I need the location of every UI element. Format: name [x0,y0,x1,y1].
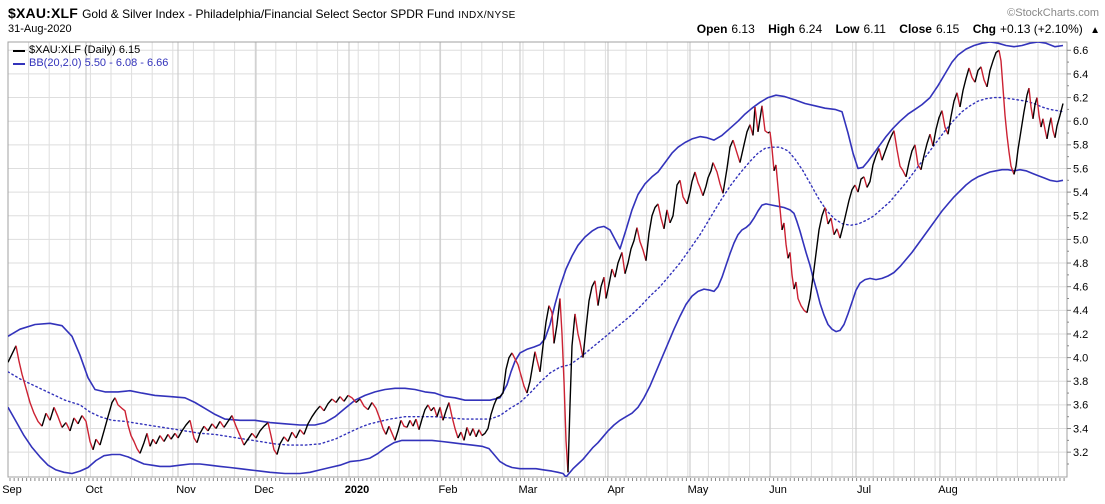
svg-text:5.4: 5.4 [1073,187,1088,199]
low-label: Low [835,22,860,36]
svg-text:6.4: 6.4 [1073,69,1088,81]
svg-text:Mar: Mar [519,484,538,496]
svg-text:6.0: 6.0 [1073,116,1088,128]
symbol-description: Gold & Silver Index - Philadelphia/Finan… [82,7,455,21]
plot-frame [7,41,1068,478]
svg-text:4.2: 4.2 [1073,329,1088,341]
ohlc-quote-row: Open 6.13 High 6.24 Low 6.11 Close 6.15 Chg +… [687,22,1100,36]
svg-text:Sep: Sep [2,484,22,496]
horizontal-gridlines [8,49,1067,453]
svg-text:5.8: 5.8 [1073,140,1088,152]
series-layer [8,42,1064,477]
chart-legend: $XAU:XLF (Daily) 6.15 BB(20,2.0) 5.50 - … [13,44,168,70]
svg-text:5.2: 5.2 [1073,211,1088,223]
svg-text:4.0: 4.0 [1073,352,1088,364]
svg-text:3.2: 3.2 [1073,447,1088,459]
high-label: High [768,22,795,36]
bb-middle-band-dotted-line [8,96,1064,446]
svg-text:2020: 2020 [345,484,369,496]
daily-tick-marks [9,478,1065,481]
svg-text:6.2: 6.2 [1073,92,1088,104]
close-value: 6.15 [935,22,960,36]
svg-text:Dec: Dec [254,484,274,496]
legend-bb-label: BB(20,2.0) 5.50 - 6.08 - 6.66 [29,57,169,69]
bb-lower-band-line [8,168,1064,477]
symbol-label: $XAU:XLF [8,5,79,21]
change-label: Chg [972,22,997,36]
svg-text:Jun: Jun [769,484,787,496]
high-value: 6.24 [798,22,823,36]
bb-line-swatch-icon [13,62,25,65]
svg-text:3.4: 3.4 [1073,423,1088,435]
svg-text:5.6: 5.6 [1073,163,1088,175]
svg-text:Jul: Jul [857,484,871,496]
svg-text:Aug: Aug [938,484,958,496]
svg-text:May: May [688,484,709,496]
legend-bb-row: BB(20,2.0) 5.50 - 6.08 - 6.66 [13,57,168,70]
low-value: 6.11 [863,22,886,36]
bb-upper-band-line [8,42,1064,426]
svg-text:3.6: 3.6 [1073,400,1088,412]
svg-text:Oct: Oct [85,484,102,496]
y-axis-labels: 3.2 3.4 3.6 3.8 4.0 4.2 4.4 4.6 4.8 5.0 5.2 5.4 5.6 5… [1067,45,1088,465]
svg-text:4.4: 4.4 [1073,305,1088,317]
svg-text:Apr: Apr [607,484,624,496]
svg-text:5.0: 5.0 [1073,234,1088,246]
chart-date: 31-Aug-2020 [8,23,72,35]
svg-text:4.8: 4.8 [1073,258,1088,270]
up-triangle-icon: ▲ [1090,25,1100,36]
copyright-label: ©StockCharts.com [1007,7,1099,19]
chart-header: $XAU:XLF Gold & Silver Index - Philadelph… [8,5,516,23]
svg-text:3.8: 3.8 [1073,376,1088,388]
open-label: Open [696,22,728,36]
svg-text:Feb: Feb [439,484,458,496]
exchange-label: INDX/NYSE [458,10,516,21]
svg-text:Nov: Nov [176,484,196,496]
svg-text:4.6: 4.6 [1073,282,1088,294]
legend-price-label: $XAU:XLF (Daily) 6.15 [29,44,141,56]
legend-price-row: $XAU:XLF (Daily) 6.15 [13,44,168,57]
weekly-gridlines [28,42,1060,477]
close-label: Close [899,22,932,36]
price-line-swatch-icon [13,49,25,52]
svg-text:6.6: 6.6 [1073,45,1088,57]
price-line [8,49,1064,473]
month-labels: Sep Oct Nov Dec 2020 Feb Mar Apr May Jun Jul Aug [2,484,958,496]
change-value: +0.13 (+2.10%) [1000,22,1083,36]
open-value: 6.13 [731,22,755,36]
